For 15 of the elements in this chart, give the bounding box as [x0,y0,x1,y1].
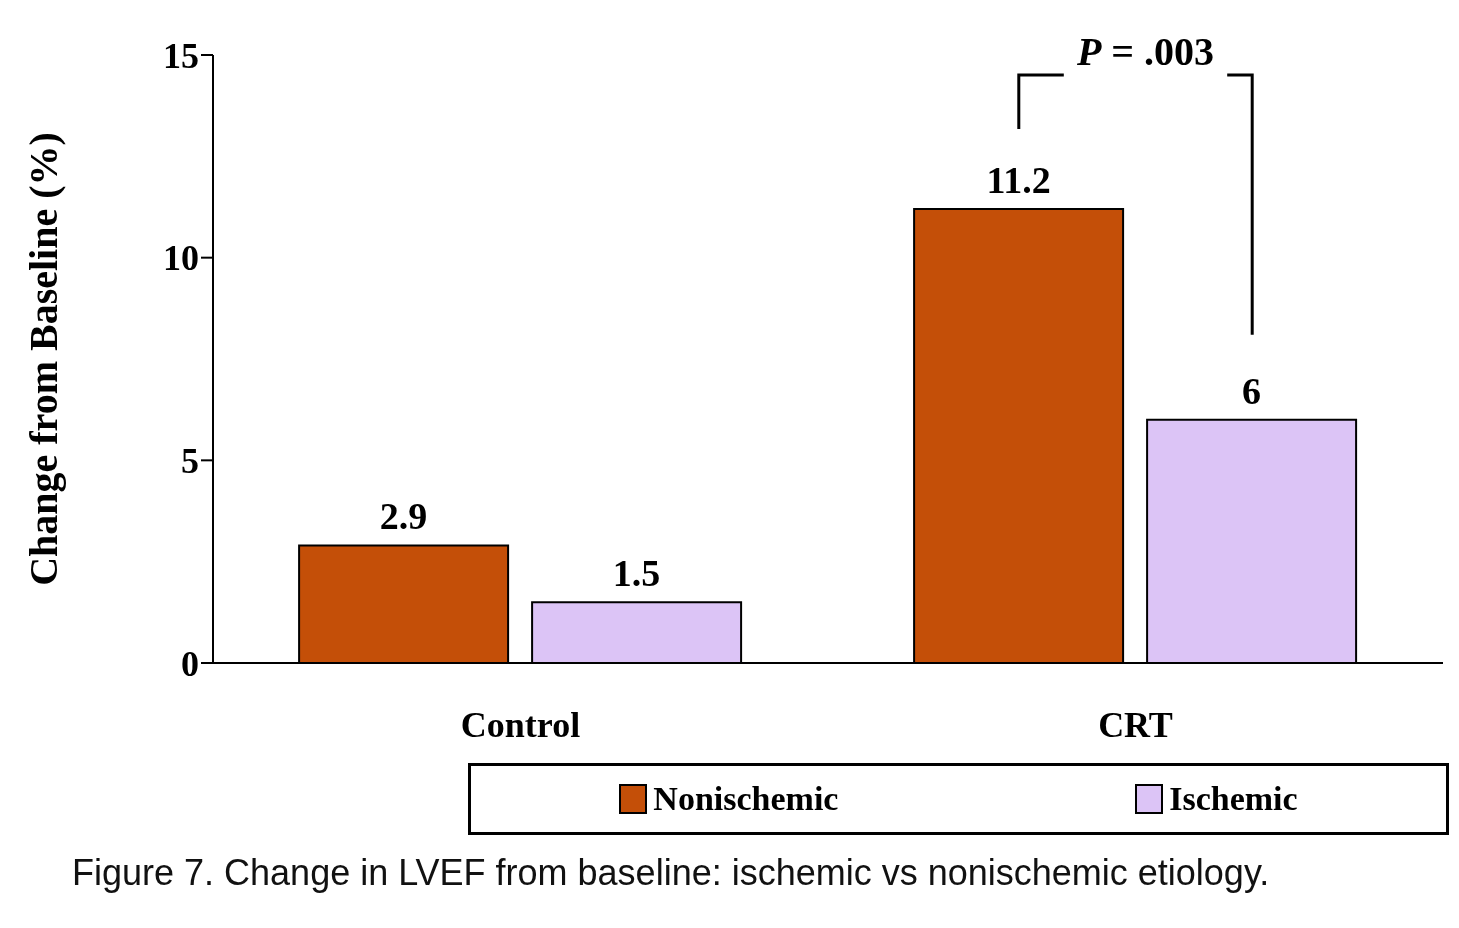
caption: Figure 7. Change in LVEF from baseline: ischemic vs nonischemic etiology. [71,851,1271,895]
annotation: P = .003 [1075,29,1215,74]
legend-label: Ischemic [1168,780,1298,818]
legend-label: Nonischemic [652,780,839,818]
data-label: 2.9 [379,495,428,538]
data-label: 1.5 [612,552,661,595]
data-label: 11.2 [986,159,1051,202]
y-tick-label: 0 [181,643,199,684]
data-label: 6 [1242,369,1262,412]
y-tick-label: 15 [163,35,199,76]
y-tick-label: 10 [163,238,199,279]
x-tick-label: Control [460,704,581,745]
y-axis-title: Change from Baseline (%) [21,132,67,586]
x-tick-label: CRT [1098,704,1173,745]
y-tick-label: 5 [181,441,199,482]
